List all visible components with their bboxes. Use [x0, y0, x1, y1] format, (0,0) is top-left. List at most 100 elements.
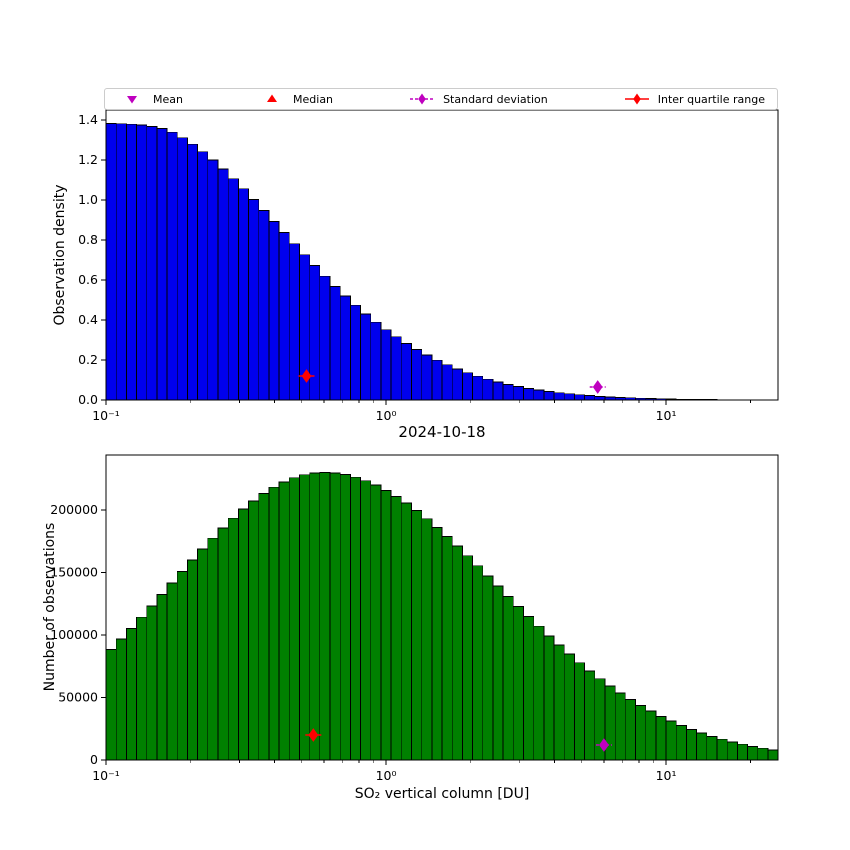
inter-quartile-range-marker-icon — [624, 93, 649, 105]
histogram-bar — [584, 670, 596, 761]
svg-text:10⁰: 10⁰ — [376, 768, 397, 783]
svg-text:10¹: 10¹ — [656, 768, 677, 783]
histogram-bar — [411, 348, 423, 401]
top-ylabel: Observation density — [52, 184, 68, 326]
histogram-bar — [635, 705, 647, 761]
histogram-bar — [604, 685, 616, 761]
histogram-bar — [237, 188, 249, 401]
histogram-bar — [248, 500, 260, 761]
histogram-bar — [543, 635, 555, 761]
histogram-bar — [288, 243, 300, 401]
histogram-bar — [319, 472, 331, 761]
histogram-bar — [187, 559, 199, 761]
histogram-bar — [370, 321, 382, 401]
svg-text:1.0: 1.0 — [78, 192, 98, 207]
observation-density-histogram: 10⁻¹ 10⁰ 10¹ 0.0 0.2 0.4 0.6 0.8 1.0 1.2 1.4 — [78, 109, 779, 423]
histogram-bar — [482, 575, 494, 761]
svg-text:0.0: 0.0 — [78, 392, 98, 407]
histogram-bar — [319, 275, 331, 401]
histogram-bar — [441, 536, 453, 761]
histogram-bar — [278, 232, 290, 401]
histogram-bar — [380, 489, 392, 761]
histogram-bar — [624, 699, 636, 761]
histogram-bar — [339, 295, 351, 401]
svg-text:0.4: 0.4 — [78, 312, 98, 327]
histogram-bar — [258, 209, 270, 401]
histogram-bar — [390, 495, 402, 761]
histogram-bar — [176, 137, 188, 401]
legend-item-mean: Mean — [117, 92, 183, 106]
histogram-bar — [360, 313, 372, 401]
histogram-bar — [105, 648, 117, 761]
legend-label-median: Median — [293, 92, 334, 106]
histogram-bar — [747, 745, 759, 761]
standard-deviation-marker-icon — [410, 93, 435, 105]
bottom-xlabel: SO₂ vertical column [DU] — [354, 786, 530, 802]
histogram-bar — [248, 198, 260, 401]
histogram-bar — [492, 381, 504, 401]
histogram-bar — [594, 395, 606, 401]
histogram-bar — [726, 741, 738, 761]
histogram-bar — [553, 392, 565, 401]
observation-density-histogram-y-ticks: 0.0 0.2 0.4 0.6 0.8 1.0 1.2 1.4 — [78, 112, 106, 407]
histogram-bar — [299, 474, 311, 761]
observation-count-histogram: 10⁻¹ 10⁰ 10¹ 0 50000 100000 150000 200000 — [50, 454, 779, 783]
histogram-bar — [472, 565, 484, 761]
histogram-bar — [390, 336, 402, 401]
histogram-bar — [258, 493, 270, 761]
observation-count-histogram-bars — [105, 472, 779, 761]
histogram-bar — [197, 548, 209, 761]
observation-density-histogram-bars — [105, 123, 779, 401]
histogram-bar — [105, 123, 117, 401]
histogram-bar — [655, 715, 667, 761]
inter-quartile-range-marker — [298, 369, 315, 383]
histogram-bar — [166, 131, 178, 401]
histogram-bar — [400, 342, 412, 401]
svg-text:0.6: 0.6 — [78, 272, 98, 287]
histogram-bar — [645, 710, 657, 761]
histogram-bar — [125, 123, 137, 401]
histogram-bar — [431, 526, 443, 761]
histogram-bar — [349, 476, 361, 761]
legend-item-median: Median — [257, 92, 333, 106]
histogram-bar — [370, 484, 382, 761]
histogram-bar — [166, 582, 178, 761]
histogram-bar — [156, 594, 168, 761]
observation-count-histogram-x-ticks: 10⁻¹ 10⁰ 10¹ — [92, 760, 751, 783]
standard-deviation-marker — [589, 380, 606, 394]
svg-text:50000: 50000 — [58, 690, 98, 705]
histogram-bar — [543, 391, 555, 401]
standard-deviation-marker — [595, 738, 612, 752]
histogram-bar — [125, 627, 137, 761]
inter-quartile-range-marker — [305, 728, 322, 742]
observation-count-histogram-y-ticks: 0 50000 100000 150000 200000 — [50, 502, 106, 767]
histogram-bar — [523, 616, 535, 761]
histogram-bar — [136, 124, 148, 401]
histogram-bar — [736, 743, 748, 761]
legend: Mean Median Standard deviation Inter qua… — [104, 88, 778, 110]
histogram-bar — [411, 510, 423, 761]
histogram-bar — [574, 662, 586, 761]
histogram-bar — [156, 128, 168, 401]
histogram-bar — [146, 126, 158, 401]
observation-density-histogram-x-ticks: 10⁻¹ 10⁰ 10¹ — [92, 400, 751, 423]
histogram-bar — [706, 735, 718, 761]
svg-text:1.2: 1.2 — [78, 152, 98, 167]
subplot-title: 2024-10-18 — [398, 423, 486, 441]
histogram-bar — [217, 527, 229, 761]
histogram-bar — [492, 585, 504, 761]
svg-text:150000: 150000 — [50, 565, 98, 580]
histogram-bar — [441, 364, 453, 401]
legend-item-standard-deviation: Standard deviation — [407, 92, 548, 106]
histogram-bar — [349, 304, 361, 401]
histogram-bar — [512, 606, 524, 761]
histogram-bar — [512, 386, 524, 401]
histogram-bar — [502, 383, 514, 401]
histogram-bar — [268, 220, 280, 401]
histogram-bar — [716, 738, 728, 761]
histogram-bar — [380, 329, 392, 401]
svg-text:100000: 100000 — [50, 627, 98, 642]
histogram-bar — [574, 394, 586, 401]
histogram-bar — [696, 732, 708, 761]
